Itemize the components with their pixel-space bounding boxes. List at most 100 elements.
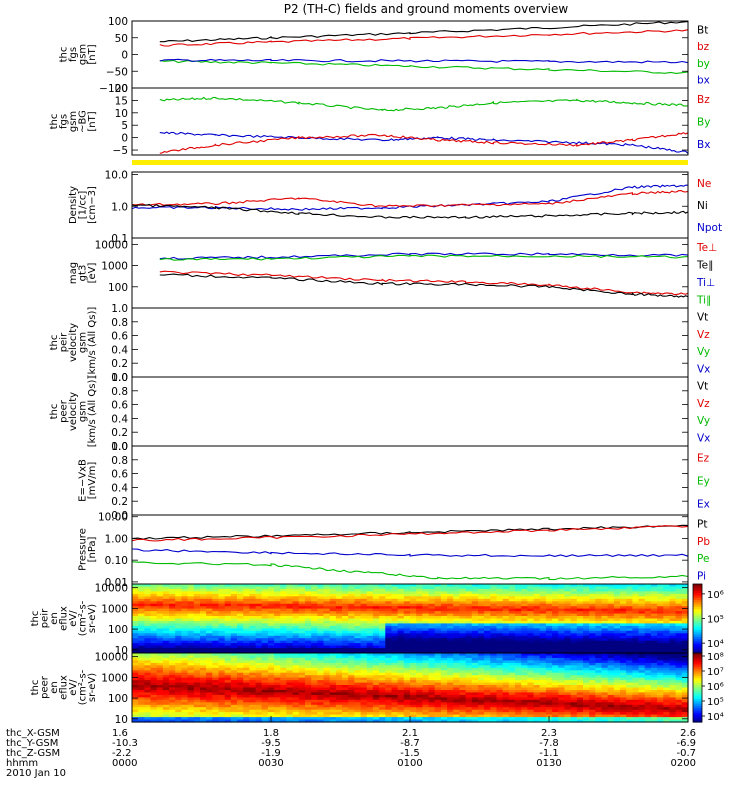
spectrogram-cell (156, 680, 164, 684)
spectrogram-cell (589, 598, 596, 602)
spectrogram-cell (391, 665, 399, 669)
spectrogram-cell (564, 702, 572, 706)
spectrogram-cell (403, 596, 411, 600)
spectrogram-cell (162, 593, 170, 597)
spectrogram-cell (403, 667, 411, 671)
spectrogram-cell (237, 621, 244, 625)
spectrogram-cell (638, 645, 646, 649)
spectrogram-cell (552, 714, 559, 718)
spectrogram-cell (267, 643, 275, 647)
spectrogram-cell (669, 640, 677, 644)
spectrogram-cell (539, 640, 547, 644)
spectrogram-cell (570, 645, 578, 649)
spectrogram-cell (465, 643, 473, 647)
spectrogram-cell (323, 680, 331, 684)
spectrogram-cell (255, 598, 263, 602)
spectrogram-cell (496, 690, 504, 694)
spectrogram-cell (342, 591, 349, 595)
spectrogram-cell (212, 611, 220, 615)
spectrogram-cell (144, 623, 152, 627)
spectrogram-cell (274, 653, 281, 657)
spectrogram-cell (545, 660, 553, 664)
spectrogram-cell (533, 623, 541, 627)
spectrogram-cell (558, 712, 566, 716)
spectrogram-cell (366, 655, 374, 659)
spectrogram-cell (453, 655, 460, 659)
spectrogram-cell (305, 665, 312, 669)
spectrogram-cell (644, 606, 652, 610)
spectrogram-cell (255, 606, 263, 610)
spectrogram-cell (521, 591, 528, 595)
spectrogram-cell (317, 675, 325, 679)
spectrogram-cell (360, 712, 368, 716)
spectrogram-cell (280, 621, 288, 625)
spectrogram-cell (366, 586, 374, 590)
spectrogram-cell (453, 606, 460, 610)
spectrogram-cell (533, 685, 541, 689)
ytick-label: 100 (108, 624, 128, 636)
spectrogram-cell (403, 680, 411, 684)
spectrogram-cell (132, 618, 139, 622)
spectrogram-cell (447, 657, 454, 661)
spectrogram-cell (342, 653, 349, 657)
spectrogram-cell (144, 621, 152, 625)
spectrogram-cell (162, 682, 170, 686)
spectrogram-cell (286, 699, 294, 703)
spectrogram-cell (156, 623, 164, 627)
spectrogram-cell (508, 694, 516, 698)
spectrogram-cell (132, 633, 139, 637)
spectrogram-cell (317, 586, 325, 590)
spectrogram-cell (354, 690, 362, 694)
spectrogram-cell (403, 648, 411, 652)
spectrogram-cell (298, 635, 306, 639)
spectrogram-cell (533, 648, 541, 652)
spectrogram-cell (144, 707, 152, 711)
spectrogram-cell (360, 603, 368, 607)
spectrogram-cell (410, 694, 417, 698)
spectrogram-cell (342, 601, 349, 605)
spectrogram-cell (428, 694, 436, 698)
spectrogram-cell (570, 588, 578, 592)
spectrogram-cell (305, 660, 312, 664)
spectrogram-cell (379, 630, 386, 634)
spectrogram-cell (230, 613, 238, 617)
spectrogram-cell (150, 648, 158, 652)
spectrogram-cell (150, 704, 158, 708)
spectrogram-cell (434, 588, 442, 592)
spectrogram-cell (539, 596, 547, 600)
spectrogram-cell (212, 643, 220, 647)
spectrogram-cell (410, 667, 417, 671)
spectrogram-cell (255, 593, 263, 597)
spectrogram-cell (243, 621, 250, 625)
spectrogram-cell (305, 613, 312, 617)
spectrogram-cell (286, 625, 294, 629)
spectrogram-cell (484, 670, 491, 674)
spectrogram-cell (539, 621, 547, 625)
spectrogram-cell (403, 675, 411, 679)
spectrogram-cell (490, 707, 498, 711)
spectrogram-cell (410, 613, 417, 617)
spectrogram-cell (545, 702, 553, 706)
spectrogram-cell (255, 680, 263, 684)
spectrogram-cell (434, 628, 442, 632)
spectrogram-cell (539, 598, 547, 602)
spectrogram-cell (156, 630, 164, 634)
spectrogram-cell (181, 714, 189, 718)
spectrogram-cell (440, 640, 448, 644)
spectrogram-cell (583, 717, 590, 721)
spectrogram-cell (156, 591, 164, 595)
spectrogram-cell (335, 692, 343, 696)
spectrogram-cell (200, 694, 207, 698)
spectrogram-cell (335, 687, 343, 691)
spectrogram-cell (280, 623, 288, 627)
spectrogram-cell (601, 675, 609, 679)
spectrogram-cell (465, 677, 473, 681)
spectrogram-cell (564, 643, 572, 647)
spectrogram-cell (632, 625, 640, 629)
spectrogram-cell (218, 677, 226, 681)
spectrogram-cell (607, 635, 615, 639)
spectrogram-cell (379, 697, 386, 701)
spectrogram-cell (323, 709, 331, 713)
spectrogram-cell (669, 635, 677, 639)
spectrogram-cell (521, 714, 528, 718)
